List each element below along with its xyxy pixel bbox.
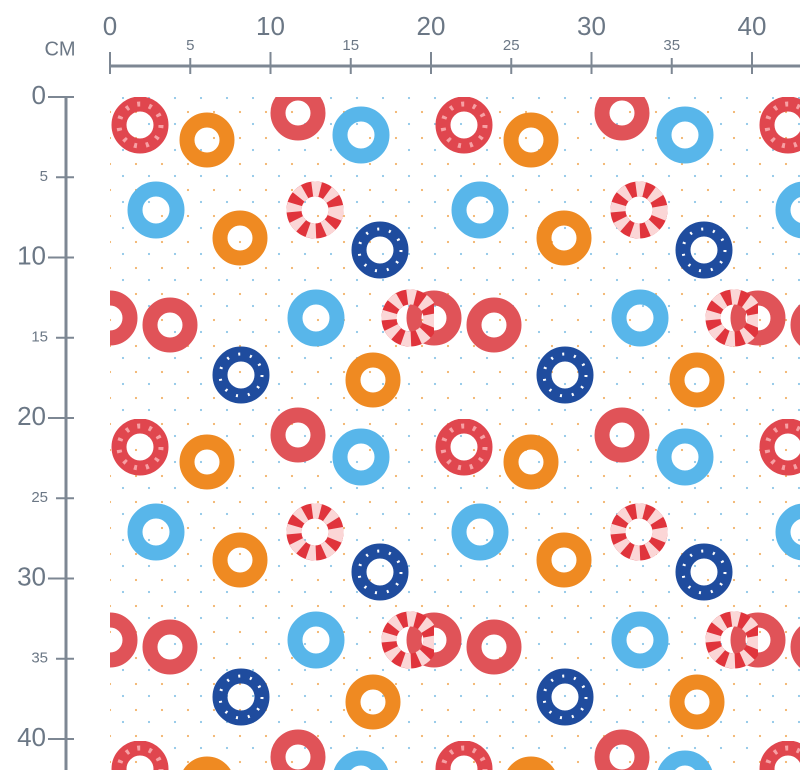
tick-label: 30 <box>577 11 606 41</box>
tick-label: 0 <box>32 80 46 110</box>
tick-label: 15 <box>31 329 48 346</box>
tick-label: 25 <box>31 489 48 506</box>
tick-label: 35 <box>31 650 48 667</box>
tick-label: 0 <box>103 11 117 41</box>
fabric-pattern <box>110 97 800 770</box>
tick-label: 5 <box>186 37 194 54</box>
tick-label: 10 <box>256 11 285 41</box>
tick-label: 15 <box>342 37 359 54</box>
tick-label: 40 <box>738 11 767 41</box>
tick-label: 5 <box>40 168 48 185</box>
tick-label: 25 <box>503 37 520 54</box>
unit-label: CM <box>44 38 75 60</box>
tick-label: 20 <box>417 11 446 41</box>
tick-label: 30 <box>17 561 46 591</box>
tick-label: 10 <box>17 240 46 270</box>
tick-label: 35 <box>663 37 680 54</box>
tick-label: 20 <box>17 401 46 431</box>
tick-label: 40 <box>17 722 46 752</box>
